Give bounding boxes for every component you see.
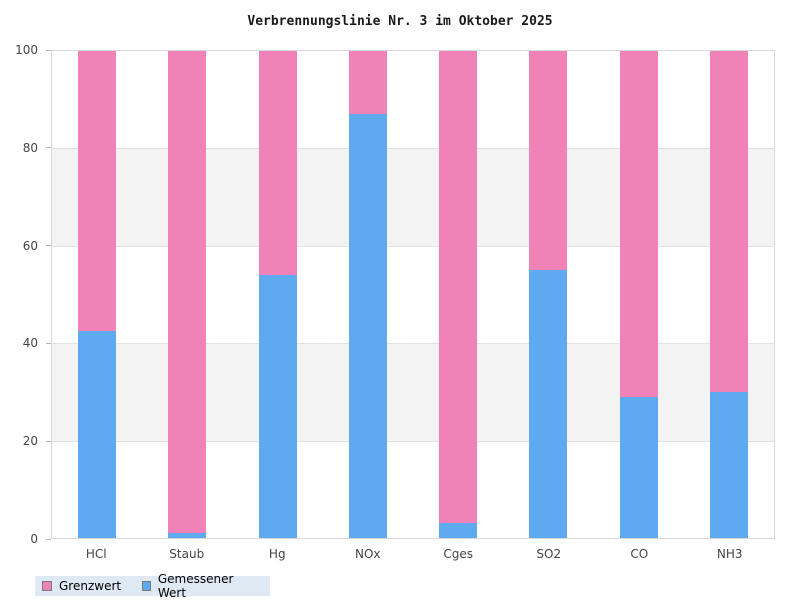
bar-so2 xyxy=(529,51,568,538)
y-tick-label: 0 xyxy=(30,532,38,546)
bar-segment-gemessener-wert xyxy=(709,391,748,538)
bar-segment-gemessener-wert xyxy=(258,275,297,538)
category-label-so2: SO2 xyxy=(536,547,562,561)
bar-segment-grenzwert xyxy=(258,51,297,276)
legend-label: Gemessener Wert xyxy=(157,572,234,600)
y-tick-mark xyxy=(46,49,51,51)
category-label-hg: Hg xyxy=(268,547,286,561)
gridline xyxy=(52,343,774,345)
bar-hg xyxy=(258,51,297,538)
y-tick-label: 20 xyxy=(22,434,38,449)
bar-segment-gemessener-wert xyxy=(348,114,387,538)
legend-swatch-icon xyxy=(142,581,151,591)
category-label-staub: Staub xyxy=(169,547,205,561)
y-tick-label: 60 xyxy=(22,238,38,253)
bar-segment-grenzwert xyxy=(439,51,478,524)
legend-item: Grenzwert xyxy=(42,579,121,593)
legend-item: Gemessener Wert xyxy=(142,572,249,600)
bar-cges xyxy=(439,51,478,538)
category-label-hcl: HCl xyxy=(85,547,107,561)
bar-segment-gemessener-wert xyxy=(619,396,658,538)
bar-segment-gemessener-wert xyxy=(439,523,478,538)
bar-segment-gemessener-wert xyxy=(168,533,207,538)
y-tick-label: 100 xyxy=(15,43,38,57)
bar-nh3 xyxy=(709,51,748,538)
bar-nox xyxy=(348,51,387,538)
category-label-co: CO xyxy=(630,547,649,561)
gridline xyxy=(52,148,774,150)
bar-segment-grenzwert xyxy=(78,51,117,332)
bar-hcl xyxy=(78,51,117,538)
plot-area xyxy=(51,50,775,539)
y-axis: 0 20 40 60 80 100 xyxy=(0,43,51,546)
y-tick-mark xyxy=(46,245,51,247)
bar-segment-grenzwert xyxy=(168,51,207,534)
bar-segment-grenzwert xyxy=(619,51,658,397)
bar-segment-gemessener-wert xyxy=(529,270,568,538)
bar-segment-grenzwert xyxy=(529,51,568,271)
bar-segment-grenzwert xyxy=(709,51,748,392)
gridline xyxy=(52,245,774,247)
y-tick-mark xyxy=(46,147,51,149)
y-tick-mark xyxy=(46,538,51,540)
background-band xyxy=(52,148,774,246)
bar-co xyxy=(619,51,658,538)
legend-swatch-icon xyxy=(42,581,52,591)
category-label-nh3: NH3 xyxy=(716,547,743,561)
bar-staub xyxy=(168,51,207,538)
legend: Grenzwert Gemessener Wert xyxy=(35,572,270,600)
y-tick-mark xyxy=(46,440,51,442)
bar-segment-grenzwert xyxy=(348,51,387,115)
background-band xyxy=(52,343,774,441)
y-tick-mark xyxy=(46,342,51,344)
y-tick-label: 80 xyxy=(22,140,38,155)
category-label-cges: Cges xyxy=(443,547,474,561)
bar-segment-gemessener-wert xyxy=(78,331,117,538)
gridline xyxy=(52,440,774,442)
x-axis: HCl Staub Hg NOx Cges SO2 CO NH3 xyxy=(51,547,775,565)
chart-title: Verbrennungslinie Nr. 3 im Oktober 2025 xyxy=(247,14,553,29)
category-label-nox: NOx xyxy=(354,547,381,561)
y-tick-label: 40 xyxy=(22,336,38,351)
legend-label: Grenzwert xyxy=(59,579,122,593)
